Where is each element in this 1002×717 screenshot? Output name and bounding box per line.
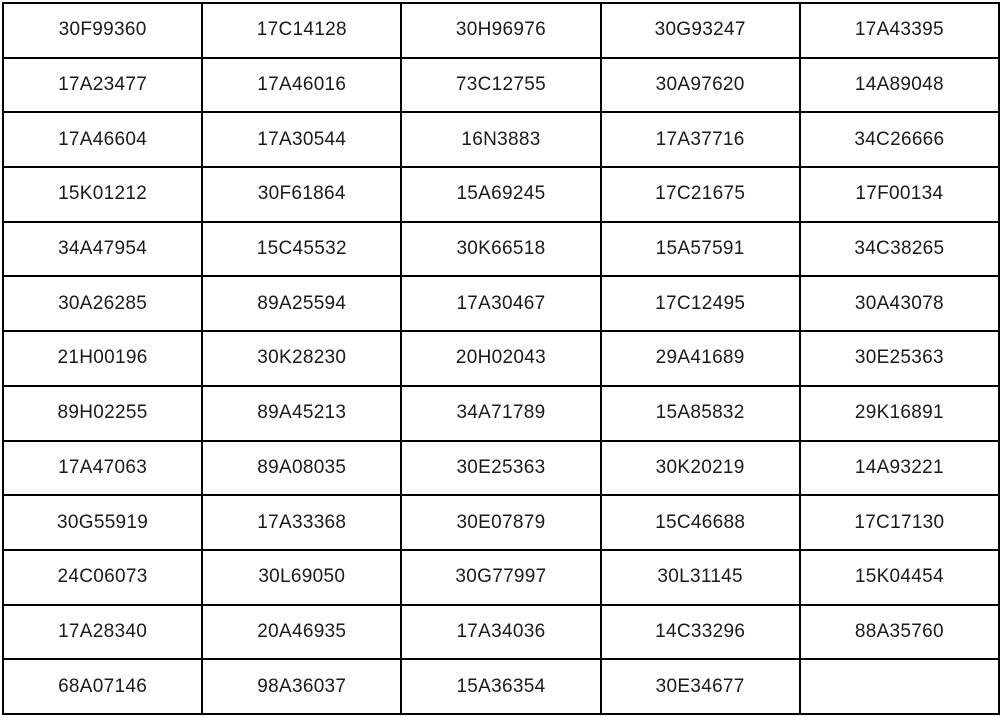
table-cell: 15A36354 <box>400 658 602 715</box>
table-cell: 30L69050 <box>201 548 403 606</box>
table-cell: 88A35760 <box>798 603 1001 661</box>
table-cell: 17A23477 <box>1 56 204 114</box>
table-cell: 30A43078 <box>798 275 1001 333</box>
table-cell: 17A28340 <box>1 603 204 661</box>
table-cell: 15K01212 <box>1 166 204 223</box>
table-cell: 30A97620 <box>599 56 801 114</box>
table-cell: 30G55919 <box>1 494 204 551</box>
table-cell: 14C33296 <box>599 603 801 661</box>
table-cell: 30K28230 <box>201 330 403 387</box>
table-row: 68A07146 98A36037 15A36354 30E34677 <box>1 658 1001 715</box>
table-cell: 89A45213 <box>201 384 403 442</box>
table-cell: 21H00196 <box>1 330 204 387</box>
table-cell: 17C12495 <box>599 275 801 333</box>
table-row: 17A28340 20A46935 17A34036 14C33296 88A35760 <box>1 603 1001 661</box>
table-cell: 30G93247 <box>599 2 801 59</box>
table-cell: 17A47063 <box>1 439 204 497</box>
table-cell: 34A71789 <box>400 384 602 442</box>
table-cell: 34C26666 <box>798 111 1001 169</box>
table-cell: 17C14128 <box>201 2 403 59</box>
table-cell: 17A37716 <box>599 111 801 169</box>
table-cell: 30K20219 <box>599 439 801 497</box>
table-cell: 15A57591 <box>599 220 801 278</box>
table-cell: 17A34036 <box>400 603 602 661</box>
table-cell: 30L31145 <box>599 548 801 606</box>
table-cell: 17A30467 <box>400 275 602 333</box>
table-cell: 15A69245 <box>400 166 602 223</box>
table-cell: 20A46935 <box>201 603 403 661</box>
table-row: 21H00196 30K28230 20H02043 29A41689 30E25363 <box>1 330 1001 387</box>
table-row: 30G55919 17A33368 30E07879 15C46688 17C17130 <box>1 494 1001 551</box>
table-cell: 17A33368 <box>201 494 403 551</box>
table-cell: 30A26285 <box>1 275 204 333</box>
table-cell: 15A85832 <box>599 384 801 442</box>
table-cell: 73C12755 <box>400 56 602 114</box>
table-cell: 14A93221 <box>798 439 1001 497</box>
table-cell <box>798 658 1001 715</box>
table-cell: 17A46016 <box>201 56 403 114</box>
table-cell: 30E25363 <box>798 330 1001 387</box>
table-cell: 30H96976 <box>400 2 602 59</box>
table-row: 15K01212 30F61864 15A69245 17C21675 17F00134 <box>1 166 1001 223</box>
table-cell: 17A43395 <box>798 2 1001 59</box>
table-cell: 30K66518 <box>400 220 602 278</box>
table-cell: 17C21675 <box>599 166 801 223</box>
table-row: 24C06073 30L69050 30G77997 30L31145 15K04454 <box>1 548 1001 606</box>
table-cell: 29A41689 <box>599 330 801 387</box>
table-row: 17A46604 17A30544 16N3883 17A37716 34C26666 <box>1 111 1001 169</box>
table-cell: 89A08035 <box>201 439 403 497</box>
table-cell: 15K04454 <box>798 548 1001 606</box>
table-cell: 68A07146 <box>1 658 204 715</box>
table-cell: 98A36037 <box>201 658 403 715</box>
table-cell: 89A25594 <box>201 275 403 333</box>
table-cell: 30F99360 <box>1 2 204 59</box>
table-cell: 30E34677 <box>599 658 801 715</box>
table-cell: 17F00134 <box>798 166 1001 223</box>
table-cell: 29K16891 <box>798 384 1001 442</box>
table-row: 34A47954 15C45532 30K66518 15A57591 34C38265 <box>1 220 1001 278</box>
table-cell: 16N3883 <box>400 111 602 169</box>
table-cell: 17A30544 <box>201 111 403 169</box>
table-cell: 17A46604 <box>1 111 204 169</box>
table-cell: 30F61864 <box>201 166 403 223</box>
table-row: 30F99360 17C14128 30H96976 30G93247 17A43395 <box>1 2 1001 59</box>
table-cell: 24C06073 <box>1 548 204 606</box>
table-cell: 15C45532 <box>201 220 403 278</box>
table-cell: 89H02255 <box>1 384 204 442</box>
table-cell: 20H02043 <box>400 330 602 387</box>
table-cell: 14A89048 <box>798 56 1001 114</box>
table-row: 89H02255 89A45213 34A71789 15A85832 29K16891 <box>1 384 1001 442</box>
table-row: 30A26285 89A25594 17A30467 17C12495 30A43078 <box>1 275 1001 333</box>
table-row: 17A23477 17A46016 73C12755 30A97620 14A89048 <box>1 56 1001 114</box>
table-row: 17A47063 89A08035 30E25363 30K20219 14A93221 <box>1 439 1001 497</box>
table-cell: 34C38265 <box>798 220 1001 278</box>
table-cell: 15C46688 <box>599 494 801 551</box>
table-cell: 30E25363 <box>400 439 602 497</box>
table-cell: 34A47954 <box>1 220 204 278</box>
table-cell: 30E07879 <box>400 494 602 551</box>
table-cell: 17C17130 <box>798 494 1001 551</box>
table-cell: 30G77997 <box>400 548 602 606</box>
